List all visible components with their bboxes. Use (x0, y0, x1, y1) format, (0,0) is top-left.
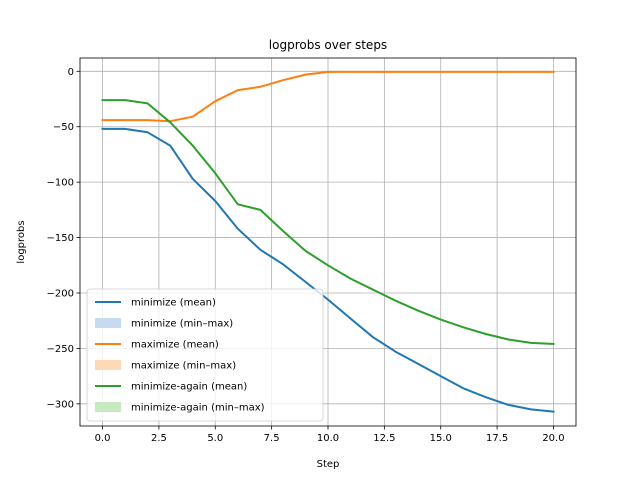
x-tick-label: 20.0 (542, 433, 564, 444)
series-line (101, 127, 555, 413)
x-tick-label: 15.0 (430, 433, 452, 444)
x-axis-label: Step (317, 459, 340, 470)
x-tick-label: 0.0 (95, 433, 111, 444)
x-tick-label: 17.5 (486, 433, 508, 444)
y-tick-label: −150 (47, 233, 74, 244)
y-tick-label: −250 (47, 344, 74, 355)
x-tick-label: 2.5 (151, 433, 167, 444)
series-line (101, 99, 555, 346)
y-axis: 0 −50 −100 −150 −200 −250 −300 (47, 67, 80, 410)
legend-entry-label: minimize-again (min–max) (131, 403, 265, 414)
x-tick-label: 12.5 (373, 433, 395, 444)
y-axis-label: logprobs (16, 220, 27, 263)
chart-title: logprobs over steps (269, 38, 387, 52)
y-tick-label: 0 (68, 67, 74, 78)
series-lines (101, 70, 555, 413)
x-tick-label: 10.0 (317, 433, 339, 444)
legend-entry-label: minimize (min–max) (131, 319, 233, 330)
legend-entry-label: minimize (mean) (131, 298, 216, 309)
legend-frame (86, 288, 324, 422)
x-tick-label: 7.5 (264, 433, 280, 444)
legend-patch-swatch (95, 318, 121, 328)
y-tick-label: −50 (53, 122, 74, 133)
legend-entry-label: maximize (min–max) (131, 361, 236, 372)
legend-patch-swatch (95, 360, 121, 370)
series-line (101, 70, 555, 123)
x-tick-label: 5.0 (207, 433, 223, 444)
y-tick-label: −200 (47, 288, 74, 299)
legend: minimize (mean) minimize (min–max) maximiz… (86, 288, 324, 422)
legend-patch-swatch (95, 402, 121, 412)
x-axis: 0.0 2.5 5.0 7.5 10.0 12.5 15.0 17.5 20.0 (95, 426, 565, 444)
legend-entry-label: maximize (mean) (131, 340, 219, 351)
legend-entry-label: minimize-again (mean) (131, 382, 247, 393)
y-tick-label: −300 (47, 399, 74, 410)
y-tick-label: −100 (47, 178, 74, 189)
